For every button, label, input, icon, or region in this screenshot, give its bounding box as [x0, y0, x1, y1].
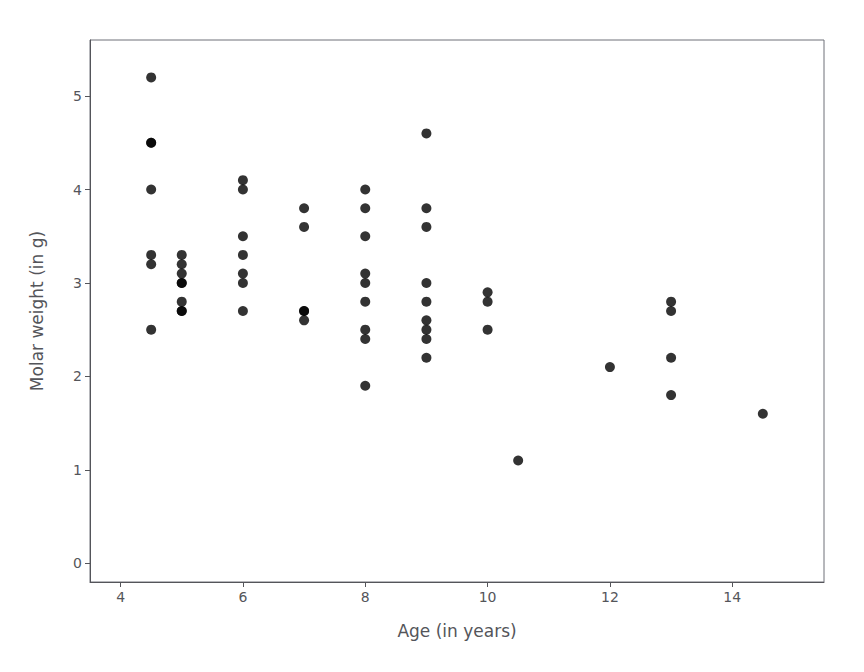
svg-text:1: 1 [73, 462, 82, 478]
svg-text:10: 10 [479, 589, 497, 605]
svg-text:4: 4 [73, 182, 82, 198]
svg-text:8: 8 [361, 589, 370, 605]
svg-text:2: 2 [73, 368, 82, 384]
svg-text:12: 12 [601, 589, 619, 605]
svg-text:5: 5 [73, 88, 82, 104]
svg-text:3: 3 [73, 275, 82, 291]
svg-text:6: 6 [238, 589, 247, 605]
svg-text:4: 4 [116, 589, 125, 605]
svg-text:Molar weight (in g): Molar weight (in g) [27, 231, 47, 391]
svg-text:14: 14 [723, 589, 741, 605]
svg-text:Age (in years): Age (in years) [397, 621, 516, 641]
svg-text:0: 0 [73, 555, 82, 571]
